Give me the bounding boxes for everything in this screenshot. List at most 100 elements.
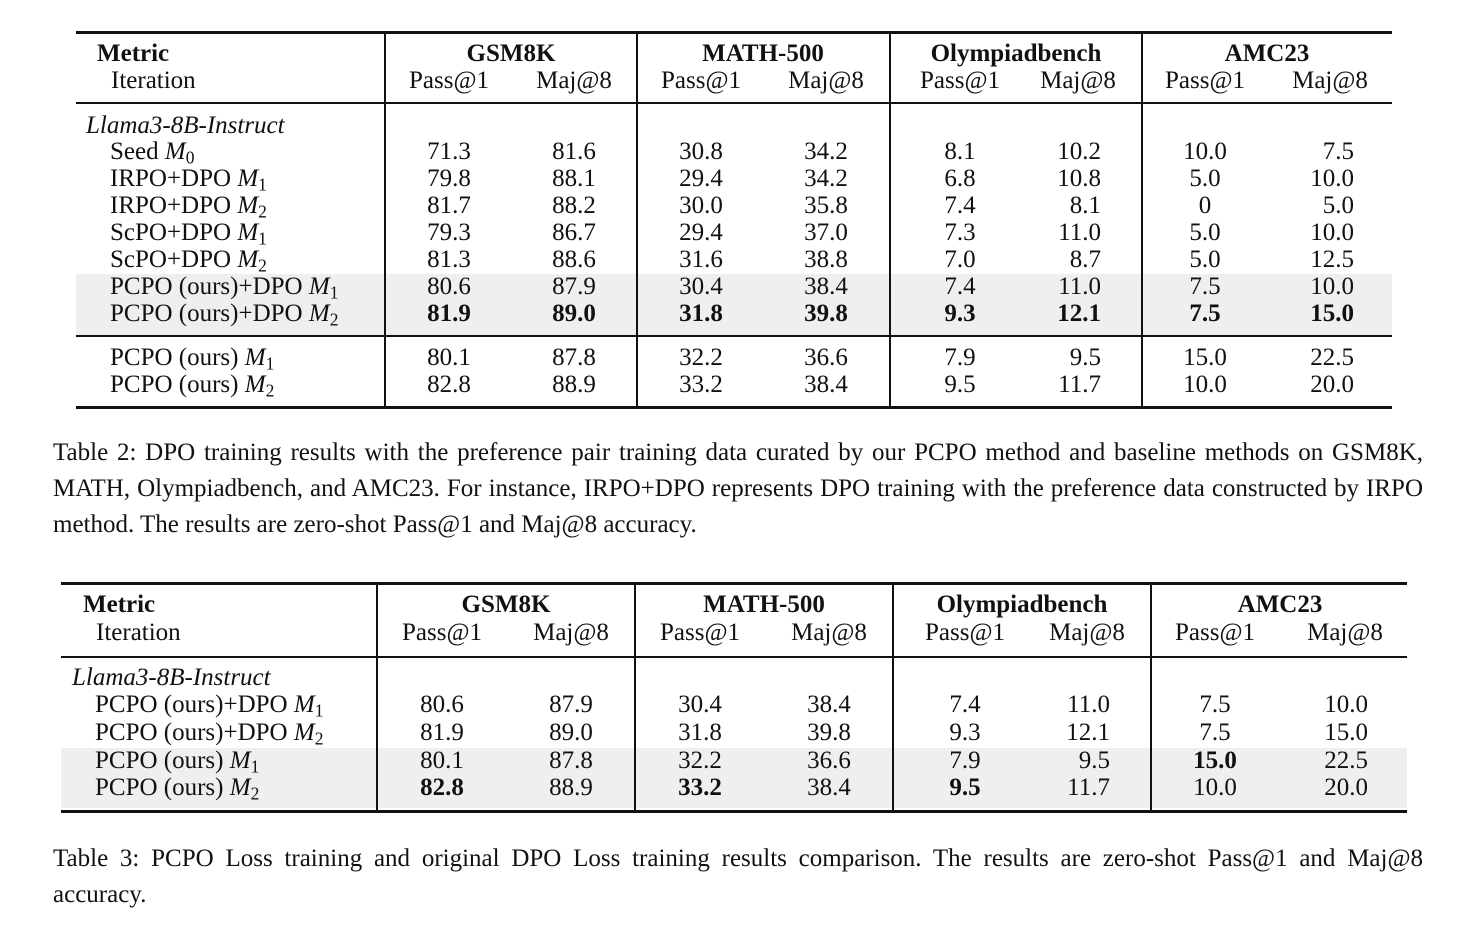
value-cell: 20.0	[1310, 371, 1354, 398]
value-cell: 31.8	[679, 300, 723, 327]
value-cell: 29.4	[679, 165, 723, 192]
value-cell: 30.4	[679, 273, 723, 300]
value-cell: 89.0	[549, 719, 593, 746]
metric-subheader: Pass@1	[402, 619, 482, 646]
value-cell: 12.5	[1310, 246, 1354, 273]
value-cell: 32.2	[678, 747, 722, 774]
value-cell: 39.8	[804, 300, 848, 327]
value-cell: 88.1	[552, 165, 596, 192]
value-cell: 9.3	[944, 300, 976, 327]
table-3-caption: Table 3: PCPO Loss training and original…	[53, 845, 1423, 908]
value-cell: 5.0	[1189, 246, 1221, 273]
iteration-symbol: M	[244, 344, 266, 371]
iteration-header: Iteration	[96, 619, 181, 646]
iteration-symbol: M	[237, 192, 259, 219]
value-cell: 0	[1198, 192, 1212, 219]
value-cell: 5.0	[1322, 192, 1354, 219]
value-cell: 7.5	[1322, 138, 1354, 165]
highlight-band	[76, 274, 1392, 335]
benchmark-header: AMC23	[1224, 40, 1310, 67]
value-cell: 88.6	[552, 246, 596, 273]
row-label: PCPO (ours) M1	[110, 345, 274, 373]
value-cell: 38.4	[804, 273, 848, 300]
value-cell: 38.4	[804, 371, 848, 398]
metric-header: Metric	[83, 591, 156, 618]
iteration-index: 0	[185, 147, 195, 168]
model-name: Llama3-8B-Instruct	[86, 112, 285, 139]
value-cell: 87.8	[549, 747, 593, 774]
value-cell: 7.4	[944, 192, 976, 219]
iteration-symbol: M	[308, 273, 330, 300]
value-cell: 80.1	[427, 344, 471, 371]
metric-subheader: Maj@8	[791, 619, 867, 646]
value-cell: 71.3	[427, 138, 471, 165]
column-divider	[636, 31, 638, 408]
value-cell: 12.1	[1066, 719, 1110, 746]
value-cell: 12.1	[1057, 300, 1101, 327]
iteration-index: 1	[329, 282, 339, 303]
row-label: ScPO+DPO M1	[110, 220, 267, 248]
method-name: PCPO (ours)	[110, 344, 239, 371]
column-divider	[634, 582, 636, 812]
method-name: PCPO (ours)+DPO	[95, 719, 288, 746]
value-cell: 9.5	[949, 774, 981, 801]
value-cell: 80.1	[420, 747, 464, 774]
value-cell: 10.0	[1193, 774, 1237, 801]
table-2-caption: Table 2: DPO training results with the p…	[53, 439, 1423, 538]
row-label: IRPO+DPO M2	[110, 193, 267, 221]
benchmark-header: Olympiadbench	[936, 591, 1108, 618]
metric-subheader: Pass@1	[925, 619, 1005, 646]
metric-subheader: Pass@1	[661, 67, 741, 94]
iteration-index: 2	[258, 255, 267, 276]
benchmark-header: MATH-500	[702, 40, 824, 67]
metric-subheader: Pass@1	[660, 619, 740, 646]
metric-subheader: Maj@8	[1307, 619, 1383, 646]
iteration-symbol: M	[293, 691, 315, 718]
value-cell: 29.4	[679, 219, 723, 246]
value-cell: 81.9	[420, 719, 464, 746]
value-cell: 8.1	[944, 138, 976, 165]
value-cell: 81.9	[427, 300, 471, 327]
method-name: IRPO+DPO	[110, 165, 232, 192]
value-cell: 81.3	[427, 246, 471, 273]
value-cell: 11.0	[1058, 273, 1101, 300]
method-name: PCPO (ours)	[95, 774, 224, 801]
iteration-symbol: M	[237, 246, 259, 273]
value-cell: 80.6	[420, 691, 464, 718]
value-cell: 33.2	[679, 371, 723, 398]
value-cell: 15.0	[1324, 719, 1368, 746]
value-cell: 10.0	[1324, 691, 1368, 718]
value-cell: 31.6	[679, 246, 723, 273]
value-cell: 37.0	[804, 219, 848, 246]
value-cell: 9.5	[944, 371, 976, 398]
value-cell: 32.2	[679, 344, 723, 371]
value-cell: 10.0	[1183, 371, 1227, 398]
method-name: IRPO+DPO	[110, 192, 232, 219]
metric-subheader: Maj@8	[536, 67, 612, 94]
metric-subheader: Maj@8	[1040, 67, 1116, 94]
value-cell: 30.4	[678, 691, 722, 718]
iteration-index: 2	[329, 309, 339, 330]
metric-subheader: Pass@1	[920, 67, 1000, 94]
value-cell: 86.7	[552, 219, 596, 246]
value-cell: 36.6	[807, 747, 851, 774]
metric-subheader: Maj@8	[788, 67, 864, 94]
value-cell: 10.0	[1310, 219, 1354, 246]
metric-subheader: Pass@1	[1165, 67, 1245, 94]
value-cell: 7.9	[949, 747, 981, 774]
value-cell: 39.8	[807, 719, 851, 746]
value-cell: 7.5	[1199, 719, 1231, 746]
value-cell: 38.4	[807, 774, 851, 801]
method-name: ScPO+DPO	[110, 246, 232, 273]
value-cell: 20.0	[1324, 774, 1368, 801]
highlight-band	[61, 748, 1407, 808]
value-cell: 10.8	[1057, 165, 1101, 192]
value-cell: 38.4	[807, 691, 851, 718]
iteration-symbol: M	[237, 165, 259, 192]
row-label: PCPO (ours)+DPO M1	[95, 692, 323, 720]
value-cell: 11.0	[1067, 691, 1110, 718]
value-cell: 88.9	[549, 774, 593, 801]
value-cell: 30.0	[679, 192, 723, 219]
value-cell: 35.8	[804, 192, 848, 219]
benchmark-header: AMC23	[1237, 591, 1323, 618]
